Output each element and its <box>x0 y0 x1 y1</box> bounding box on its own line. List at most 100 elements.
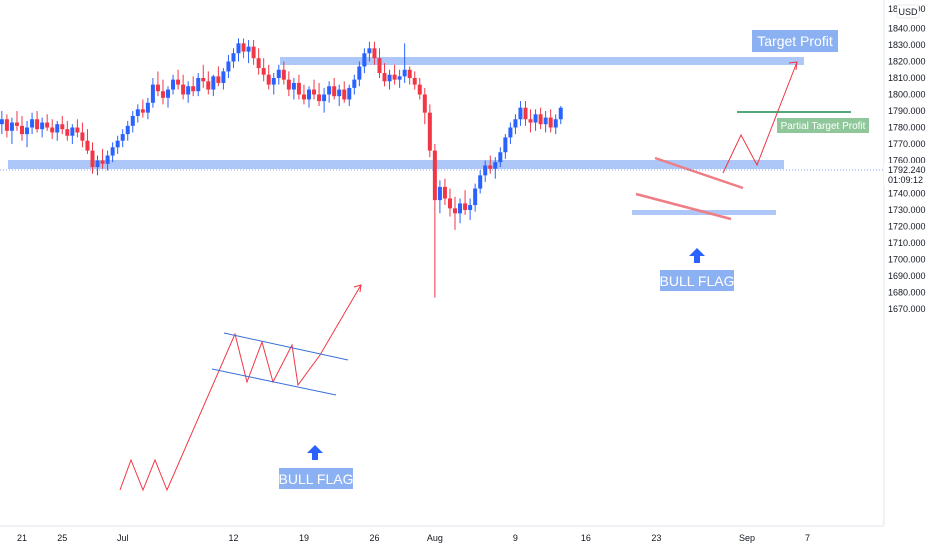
candle[interactable] <box>488 155 493 174</box>
candle[interactable] <box>261 58 266 82</box>
candle[interactable] <box>437 180 442 214</box>
candle[interactable] <box>397 69 402 88</box>
candle[interactable] <box>206 71 211 95</box>
candle[interactable] <box>135 104 140 123</box>
candle[interactable] <box>281 61 286 85</box>
candle[interactable] <box>296 74 301 100</box>
candle[interactable] <box>483 160 488 182</box>
candle[interactable] <box>45 114 50 131</box>
candle[interactable] <box>442 178 447 206</box>
candle[interactable] <box>60 115 65 135</box>
candle[interactable] <box>513 114 518 135</box>
candle[interactable] <box>382 63 387 87</box>
candle[interactable] <box>528 109 533 133</box>
candle[interactable] <box>412 71 417 90</box>
candle[interactable] <box>518 101 523 126</box>
candle[interactable] <box>352 74 357 95</box>
candle[interactable] <box>155 71 160 97</box>
candle[interactable] <box>538 107 543 130</box>
candle[interactable] <box>473 183 478 212</box>
candle[interactable] <box>216 66 221 87</box>
candle[interactable] <box>422 87 427 125</box>
candle[interactable] <box>301 84 306 105</box>
candle[interactable] <box>20 115 24 141</box>
candle[interactable] <box>30 112 35 135</box>
candle[interactable] <box>271 73 276 95</box>
candle[interactable] <box>25 120 30 148</box>
candle[interactable] <box>201 64 206 88</box>
candle[interactable] <box>35 111 40 133</box>
currency-badge[interactable] <box>896 4 920 19</box>
candle[interactable] <box>160 79 165 105</box>
candle[interactable] <box>312 79 317 100</box>
candle[interactable] <box>543 111 548 133</box>
candle[interactable] <box>115 135 120 154</box>
candle[interactable] <box>226 54 231 78</box>
example-path[interactable] <box>119 284 362 492</box>
candle[interactable] <box>40 117 45 138</box>
candle[interactable] <box>493 157 498 179</box>
target-profit-callout[interactable]: Target Profit <box>752 30 838 52</box>
candle[interactable] <box>322 87 327 113</box>
candle[interactable] <box>427 104 432 158</box>
candle[interactable] <box>0 111 4 135</box>
candle[interactable] <box>186 81 191 103</box>
candle[interactable] <box>14 111 19 131</box>
candle[interactable] <box>276 64 281 85</box>
candle[interactable] <box>266 64 271 90</box>
candle[interactable] <box>417 78 422 100</box>
candle[interactable] <box>246 40 251 64</box>
candle[interactable] <box>251 40 256 65</box>
candle[interactable] <box>286 71 291 97</box>
candle[interactable] <box>90 142 95 174</box>
candle[interactable] <box>478 170 483 194</box>
candle[interactable] <box>362 48 367 74</box>
flag-lower-line[interactable] <box>635 192 732 221</box>
candle[interactable] <box>306 86 311 108</box>
candle[interactable] <box>50 119 55 140</box>
candle[interactable] <box>291 78 296 100</box>
candle[interactable] <box>65 120 70 141</box>
support-zone[interactable] <box>8 160 784 169</box>
example-bull-flag-callout[interactable]: BULL FLAG <box>279 445 354 489</box>
candle[interactable] <box>171 74 176 95</box>
candle[interactable] <box>130 111 135 133</box>
partial-target-callout[interactable]: Partial Target Profit <box>777 118 869 133</box>
projection-path[interactable] <box>722 61 798 174</box>
candle[interactable] <box>523 101 528 126</box>
candle[interactable] <box>145 97 150 120</box>
candle[interactable] <box>387 69 392 90</box>
candle[interactable] <box>150 78 155 108</box>
candle[interactable] <box>221 68 226 90</box>
candle[interactable] <box>342 81 347 103</box>
candle[interactable] <box>392 64 397 85</box>
candle[interactable] <box>402 43 407 83</box>
candle[interactable] <box>407 66 412 85</box>
candle[interactable] <box>432 144 437 298</box>
candle[interactable] <box>256 48 261 75</box>
candle[interactable] <box>166 86 171 108</box>
candle[interactable] <box>125 120 130 141</box>
candle[interactable] <box>508 122 513 144</box>
candle[interactable] <box>85 129 90 154</box>
candle[interactable] <box>463 190 468 215</box>
candle[interactable] <box>231 48 236 69</box>
candle[interactable] <box>498 147 503 168</box>
candle[interactable] <box>327 81 332 103</box>
current-price-tag[interactable] <box>884 163 932 186</box>
candle[interactable] <box>337 84 342 107</box>
candle[interactable] <box>211 74 216 97</box>
candle[interactable] <box>553 114 558 135</box>
example-lower-channel[interactable] <box>211 368 337 396</box>
candle[interactable] <box>533 109 538 131</box>
candle[interactable] <box>372 41 377 65</box>
candle[interactable] <box>4 114 9 138</box>
candle[interactable] <box>9 117 14 144</box>
candle[interactable] <box>453 196 458 230</box>
price-axis[interactable]: 1850.000 USD 1670.0001680.0001690.000170… <box>883 0 926 525</box>
candle[interactable] <box>377 48 382 78</box>
candle[interactable] <box>55 120 60 141</box>
candle[interactable] <box>181 74 186 100</box>
example-upper-channel[interactable] <box>223 332 349 361</box>
